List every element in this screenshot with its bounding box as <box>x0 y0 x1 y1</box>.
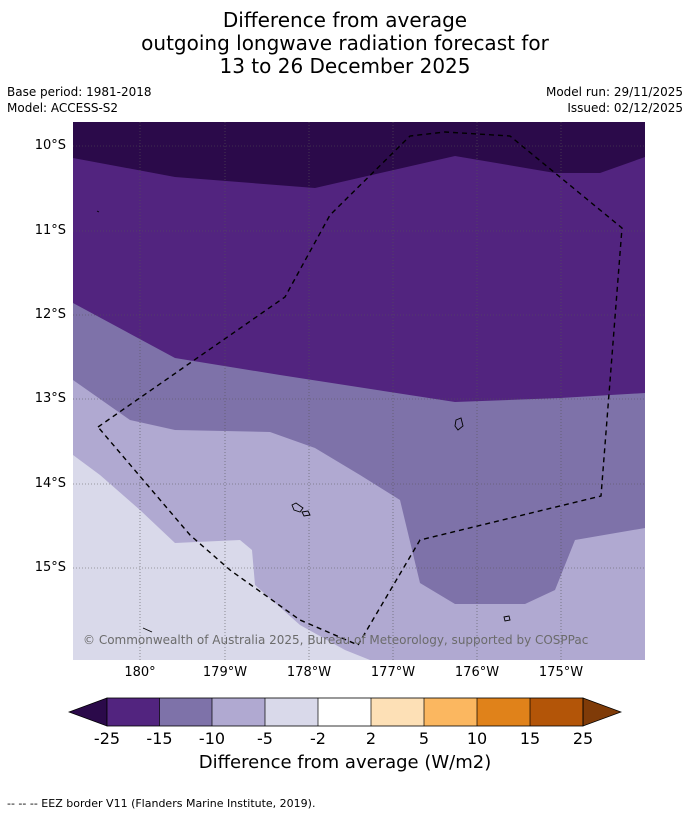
lon-label: 180° <box>124 665 156 680</box>
issued-date: Issued: 02/12/2025 <box>567 101 683 115</box>
colorbar-tick-label: 5 <box>418 729 430 748</box>
colorbar-segment <box>371 698 424 726</box>
lat-label: 11°S <box>34 223 66 238</box>
colorbar-extend-max <box>582 697 623 727</box>
colorbar-outline <box>106 697 584 727</box>
lon-label: 178°W <box>286 665 332 680</box>
colorbar-segment <box>424 698 477 726</box>
colorbar-segment <box>212 698 265 726</box>
lat-label: 10°S <box>34 138 66 153</box>
title-line-2: outgoing longwave radiation forecast for <box>141 31 549 55</box>
colorbar-segment <box>159 698 212 726</box>
model-run: Model run: 29/11/2025 <box>545 85 683 99</box>
lat-label: 12°S <box>34 307 66 322</box>
island-outline <box>503 615 511 622</box>
colorbar-segment <box>265 698 318 726</box>
colorbar-tick-label: -5 <box>257 729 273 748</box>
title-line-1: Difference from average <box>222 8 468 32</box>
colorbar-tick-label: 15 <box>519 729 541 748</box>
eez-border <box>96 131 623 646</box>
colorbar-tick-label: 2 <box>365 729 377 748</box>
copyright-notice: © Commonwealth of Australia 2025, Bureau… <box>83 633 589 647</box>
colorbar-segment <box>107 698 160 726</box>
colorbar-segment <box>530 698 583 726</box>
colorbar-tick-label: -2 <box>310 729 326 748</box>
title-line-3: 13 to 26 December 2025 <box>219 54 471 78</box>
island-outline <box>454 417 464 431</box>
lon-label: 176°W <box>454 665 500 680</box>
colorbar-tick-label: 25 <box>572 729 594 748</box>
colorbar-tick-label: -15 <box>146 729 173 748</box>
islands <box>96 210 511 633</box>
colorbar <box>67 697 623 727</box>
base-period: Base period: 1981-2018 <box>7 85 152 99</box>
colorbar-dividers <box>159 698 531 726</box>
colorbar-segment <box>477 698 530 726</box>
island-outline <box>96 210 100 213</box>
colorbar-tick-label: 10 <box>466 729 488 748</box>
lat-label: 15°S <box>34 560 66 575</box>
lon-label: 175°W <box>538 665 584 680</box>
anomaly-field <box>73 122 645 660</box>
island-outline <box>142 627 153 633</box>
colorbar-segment <box>318 698 371 726</box>
lat-label: 13°S <box>34 391 66 406</box>
lon-label: 179°W <box>202 665 248 680</box>
colorbar-tick-label: -10 <box>198 729 226 748</box>
model-name: Model: ACCESS-S2 <box>7 101 119 115</box>
lat-label: 14°S <box>34 476 66 491</box>
island-outline <box>301 510 311 517</box>
colorbar-title: Difference from average (W/m2) <box>198 752 492 773</box>
colorbar-tick-label: -25 <box>93 729 121 748</box>
colorbar-extend-min <box>67 697 108 727</box>
eez-legend-note: -- -- -- EEZ border V11 (Flanders Marine… <box>7 797 316 810</box>
band-5-to-2 <box>73 455 370 660</box>
graticule <box>73 122 645 660</box>
lon-label: 177°W <box>370 665 416 680</box>
island-outline <box>291 502 304 513</box>
